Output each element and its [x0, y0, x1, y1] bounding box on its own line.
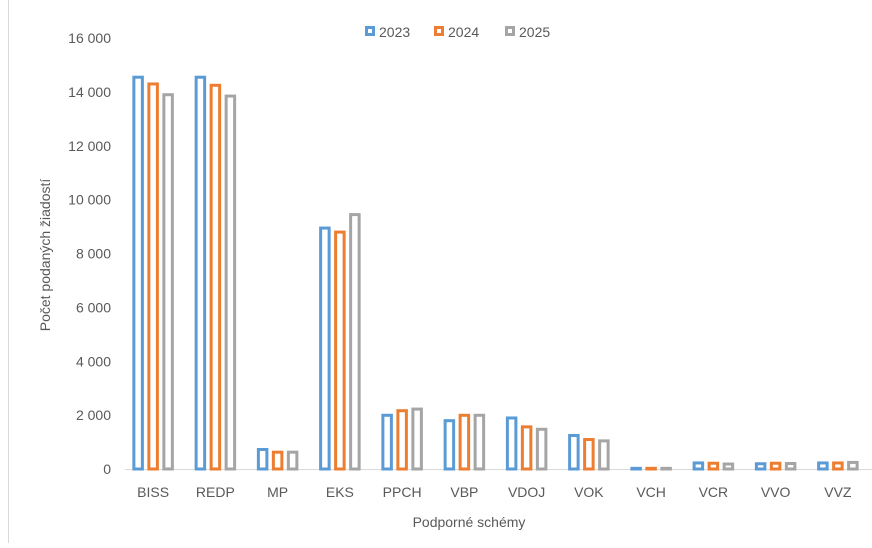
frame-left-border: [8, 0, 9, 543]
bar-2024-VOK: [583, 438, 595, 471]
bar-2025-VDOJ: [535, 427, 548, 471]
y-tick-label: 6 000: [76, 299, 111, 315]
x-tick-label: VDOJ: [508, 484, 545, 500]
bar-2024-EKS: [334, 230, 346, 471]
x-tick-label: BISS: [137, 484, 169, 500]
y-tick-label: 10 000: [68, 192, 111, 208]
legend-label: 2023: [379, 24, 410, 40]
x-tick-label: VCR: [699, 484, 729, 500]
bar-2023-VCR: [692, 461, 705, 471]
x-tick-label: PPCH: [383, 484, 422, 500]
bar-2025-VVO: [784, 461, 797, 471]
bar-2023-VVO: [754, 462, 767, 471]
y-axis: 0 2 000 4 000 6 000 8 000 10 000 12 000 14 000 1…: [68, 30, 111, 477]
bar-2023-EKS: [319, 226, 331, 471]
bar-2023-VOK: [568, 433, 580, 471]
x-tick-label: VVO: [761, 484, 791, 500]
bar-2025-BISS: [162, 93, 174, 471]
bar-2025-VCH: [660, 466, 672, 471]
bar-2024-VDOJ: [520, 425, 533, 471]
y-axis-label: Počet podaných žiadostí: [37, 179, 53, 332]
bar-2024-MP: [271, 450, 284, 471]
bar-2024-VVZ: [832, 461, 844, 471]
x-tick-label: REDP: [196, 484, 235, 500]
x-tick-label: VVZ: [824, 484, 852, 500]
bar-2024-BISS: [147, 82, 159, 471]
bar-2025-VBP: [473, 413, 486, 471]
bar-2024-VVO: [769, 461, 782, 471]
bar-2025-VOK: [598, 439, 610, 471]
y-tick-label: 2 000: [76, 407, 111, 423]
bar-2023-MP: [256, 447, 269, 471]
bar-2024-VCR: [707, 461, 720, 471]
legend-swatch-2025: [505, 26, 515, 36]
bar-2025-VCR: [722, 462, 735, 471]
y-tick-label: 12 000: [68, 138, 111, 154]
bar-2024-REDP: [209, 83, 222, 471]
x-tick-label: VCH: [636, 484, 666, 500]
x-axis-label: Podporné schémy: [413, 514, 526, 530]
y-tick-label: 16 000: [68, 30, 111, 46]
legend-label: 2025: [519, 24, 550, 40]
bar-2025-EKS: [349, 213, 361, 471]
bar-2023-PPCH: [381, 413, 393, 471]
x-tick-label: VOK: [574, 484, 604, 500]
bar-2025-REDP: [224, 94, 237, 471]
y-tick-label: 14 000: [68, 84, 111, 100]
y-tick-label: 8 000: [76, 246, 111, 262]
bar-2023-VVZ: [817, 461, 829, 471]
bar-2023-VDOJ: [505, 416, 518, 471]
x-tick-label: MP: [267, 484, 288, 500]
bar-2023-VBP: [443, 419, 456, 471]
bar-2024-VCH: [645, 466, 657, 471]
bar-2023-BISS: [132, 75, 144, 471]
legend-label: 2024: [448, 24, 479, 40]
bar-2023-REDP: [194, 75, 207, 471]
bar-2023-VCH: [630, 466, 642, 471]
bars: [132, 75, 859, 471]
bar-2025-MP: [286, 450, 299, 471]
bar-2025-VVZ: [847, 460, 859, 471]
bar-2024-PPCH: [396, 409, 408, 471]
y-tick-label: 4 000: [76, 353, 111, 369]
x-tick-label: VBP: [450, 484, 478, 500]
x-axis: BISS REDP MP EKS PPCH VBP VDOJ VOK VCH VCR VVO VVZ: [125, 469, 872, 500]
bar-2025-PPCH: [411, 407, 423, 471]
y-tick-label: 0: [103, 461, 111, 477]
legend: 2023 2024 2025: [365, 24, 550, 40]
bar-2024-VBP: [458, 413, 471, 471]
legend-swatch-2024: [434, 26, 444, 36]
x-tick-label: EKS: [326, 484, 354, 500]
legend-swatch-2023: [365, 26, 375, 36]
